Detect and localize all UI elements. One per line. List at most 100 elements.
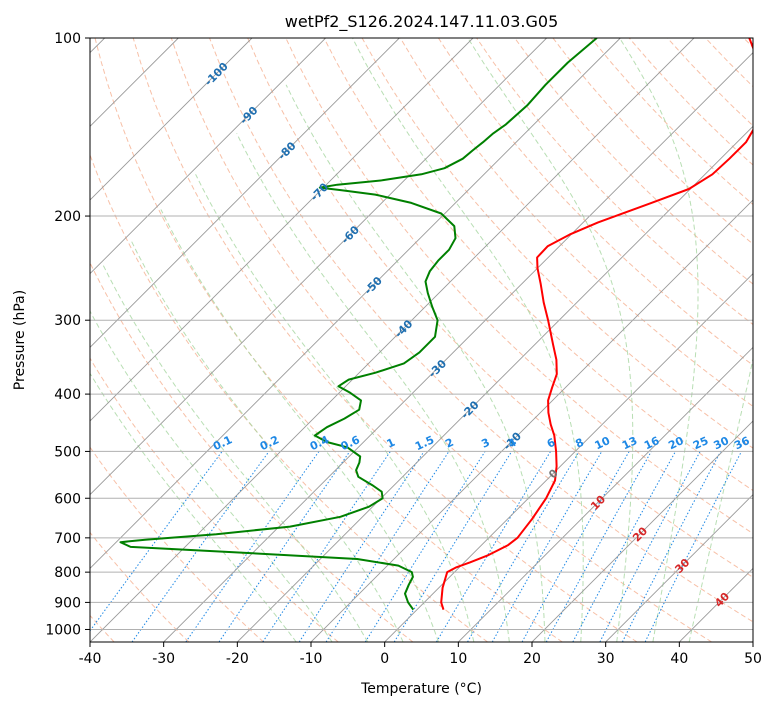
plot-frame: [89, 37, 754, 643]
temperature-line: [440, 38, 753, 611]
y-tick-label: 500: [54, 444, 81, 460]
y-axis-label: Pressure (hPa): [12, 290, 28, 390]
mixing-ratio-label: 1.5: [413, 433, 436, 453]
isotherm-line: [752, 641, 753, 642]
x-tick-label: -20: [226, 651, 249, 667]
mixing-ratio-line: [218, 451, 351, 642]
isotherm-line: [90, 38, 474, 422]
mixing-ratio-line: [644, 451, 742, 642]
y-tick-label: 600: [54, 491, 81, 507]
y-tick-label: 900: [54, 595, 81, 611]
x-axis-label: Temperature (°C): [360, 681, 482, 697]
isotherm-line: [90, 38, 253, 201]
isotherm-line: [90, 38, 326, 275]
isotherm-line: [384, 273, 753, 642]
isotherm-label: -80: [275, 139, 298, 162]
y-ticks: 100 200 300 400 500 600 700 800 900 1000: [45, 31, 90, 638]
isotherm-line: [605, 494, 753, 642]
moist-adiabat-line: [467, 38, 634, 642]
x-tick-label: 20: [523, 651, 541, 667]
x-tick-label: 30: [597, 651, 615, 667]
x-tick-label: -30: [152, 651, 175, 667]
moist-adiabat-line: [90, 310, 333, 642]
x-tick-label: -40: [79, 651, 102, 667]
mixing-ratio-label: 1: [385, 436, 397, 451]
y-tick-label: 300: [54, 313, 81, 329]
isotherm-line: [310, 199, 753, 642]
mixing-ratio-line: [545, 451, 652, 642]
dry-adiabat-line: [132, 38, 638, 642]
x-ticks: -40 -30 -20 -10 0 10 20 30 40 50: [79, 642, 762, 667]
isotherm-line: [163, 52, 753, 642]
isotherm-line: [237, 125, 753, 642]
isotherm-line: [90, 38, 621, 569]
dry-adiabat-line: [209, 38, 753, 623]
dry-adiabat-line: [285, 38, 753, 535]
isotherm-label: 10: [588, 493, 608, 513]
y-tick-label: 700: [54, 531, 81, 547]
moist-adiabat-line: [285, 84, 546, 642]
mixing-ratio-label: 3: [479, 436, 491, 451]
isotherm-label: -60: [339, 223, 362, 246]
mixing-ratio-line: [572, 451, 676, 642]
moist-adiabat-line: [352, 38, 584, 642]
dry-adiabat-line: [90, 446, 264, 642]
y-tick-label: 1000: [45, 622, 81, 638]
dry-adiabat-line: [437, 38, 753, 366]
isotherm-label: 0: [546, 466, 561, 481]
dry-adiabat-line: [361, 38, 753, 449]
mixing-ratio-label: 13: [620, 434, 639, 452]
mixing-ratio-label: 0.1: [211, 433, 234, 453]
x-tick-label: 50: [744, 651, 762, 667]
isotherm-label: -20: [458, 398, 481, 421]
isotherm-label: -50: [362, 274, 385, 297]
mixing-ratio-line: [621, 451, 722, 642]
mixing-ratio-label: 16: [642, 434, 662, 452]
dry-adiabat-line: [399, 38, 753, 408]
dry-adiabat-line: [514, 38, 753, 285]
mixing-ratio-label: 36: [732, 434, 752, 452]
y-tick-label: 400: [54, 387, 81, 403]
mixing-ratio-label: 25: [691, 434, 710, 452]
chart-title: wetPf2_S126.2024.147.11.03.G05: [285, 12, 559, 32]
isotherm-line: [90, 38, 547, 496]
dry-adiabat-line: [170, 38, 712, 642]
mixing-ratio-line: [262, 451, 391, 642]
dry-adiabat-line: [705, 38, 753, 88]
mixing-ratio-label: 30: [712, 434, 732, 452]
series-group: [119, 38, 753, 611]
isotherm-line: [458, 346, 753, 642]
dry-adiabat-line: [590, 38, 753, 206]
isotherm-label: 30: [672, 556, 692, 576]
dry-adiabat-line: [247, 38, 753, 578]
moist-adiabat-line: [688, 356, 753, 642]
mixing-ratio-label: 10: [593, 434, 613, 452]
mixing-ratio-label: 2: [443, 436, 455, 451]
mixing-ratio-line: [325, 451, 450, 642]
mixing-ratio-line: [393, 451, 513, 642]
dry-adiabat-line: [476, 38, 753, 326]
mixing-ratio-line: [131, 451, 270, 642]
dry-adiabat-line: [90, 357, 339, 642]
isotherm-label: -100: [202, 60, 231, 89]
mixing-ratio-label: 0.6: [339, 433, 362, 453]
mixing-ratio-line: [599, 451, 701, 642]
dry-adiabat-line: [90, 153, 488, 642]
mixing-ratio-label: 0.4: [308, 433, 331, 453]
grid: [90, 38, 753, 642]
x-tick-label: 0: [380, 651, 389, 667]
y-tick-label: 100: [54, 31, 81, 47]
moist-adiabat-line: [130, 240, 404, 642]
mixing-ratio-label: 20: [666, 434, 686, 452]
y-tick-label: 200: [54, 209, 81, 225]
mixing-ratio-line: [185, 451, 320, 642]
dry-adiabat-line: [90, 531, 190, 642]
dry-adiabat-line: [667, 38, 753, 127]
isotherm-label: -90: [237, 104, 260, 127]
dewpoint-line: [119, 38, 598, 611]
x-tick-label: 40: [670, 651, 688, 667]
dry-adiabat-line: [743, 38, 753, 49]
isotherm-line: [679, 567, 753, 642]
background-lines: [90, 38, 753, 642]
